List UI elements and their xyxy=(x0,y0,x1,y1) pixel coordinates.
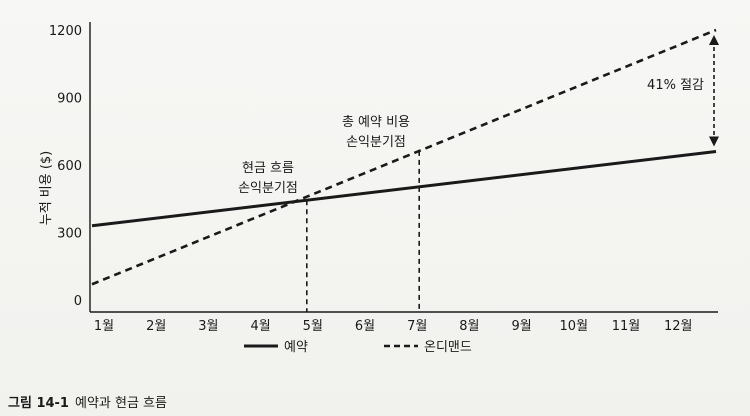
axes xyxy=(89,22,718,313)
cash-breakeven-label: 손익분기점 xyxy=(238,181,298,196)
total-breakeven-label: 총 예약 비용 xyxy=(342,115,410,130)
legend: 예약 온디맨드 xyxy=(244,340,472,355)
x-tick-label: 9월 xyxy=(511,319,531,334)
y-axis-label: 누적 비용 ($) xyxy=(39,151,54,226)
savings-label: 41% 절감 xyxy=(647,78,704,93)
x-tick-label: 1월 xyxy=(94,319,114,334)
x-tick-label: 4월 xyxy=(250,319,270,334)
series-line-reserved xyxy=(91,150,717,228)
x-tick-label: 12월 xyxy=(664,319,693,334)
legend-label: 예약 xyxy=(284,340,308,355)
y-tick-label: 0 xyxy=(74,294,82,309)
x-tick-label: 8월 xyxy=(459,319,479,334)
x-tick-label: 3월 xyxy=(198,319,218,334)
y-tick-label: 300 xyxy=(57,227,82,242)
series-line-on-demand xyxy=(91,28,717,286)
legend-label: 온디맨드 xyxy=(424,340,472,355)
total-breakeven-label: 손익분기점 xyxy=(346,135,406,150)
x-tick-label: 11월 xyxy=(612,319,641,334)
series-lines xyxy=(91,28,717,286)
x-tick-label: 7월 xyxy=(407,319,427,334)
caption-label: 그림 14-1 xyxy=(8,396,69,411)
x-tick-label: 5월 xyxy=(303,319,323,334)
y-tick-labels: 0 300 600 900 1200 xyxy=(49,24,82,309)
x-tick-label: 6월 xyxy=(355,319,375,334)
cash-breakeven-label: 현금 흐름 xyxy=(242,161,294,176)
y-tick-label: 600 xyxy=(57,159,82,174)
y-tick-label: 1200 xyxy=(49,24,82,39)
caption-text: 예약과 현금 흐름 xyxy=(74,396,167,411)
y-tick-label: 900 xyxy=(57,92,82,107)
x-tick-label: 2월 xyxy=(146,319,166,334)
figure-caption: 그림 14-1 예약과 현금 흐름 xyxy=(8,392,167,411)
x-tick-label: 10월 xyxy=(560,319,589,334)
x-tick-labels: 1월 2월 3월 4월 5월 6월 7월 8월 9월 10월 11월 12월 xyxy=(94,319,693,334)
